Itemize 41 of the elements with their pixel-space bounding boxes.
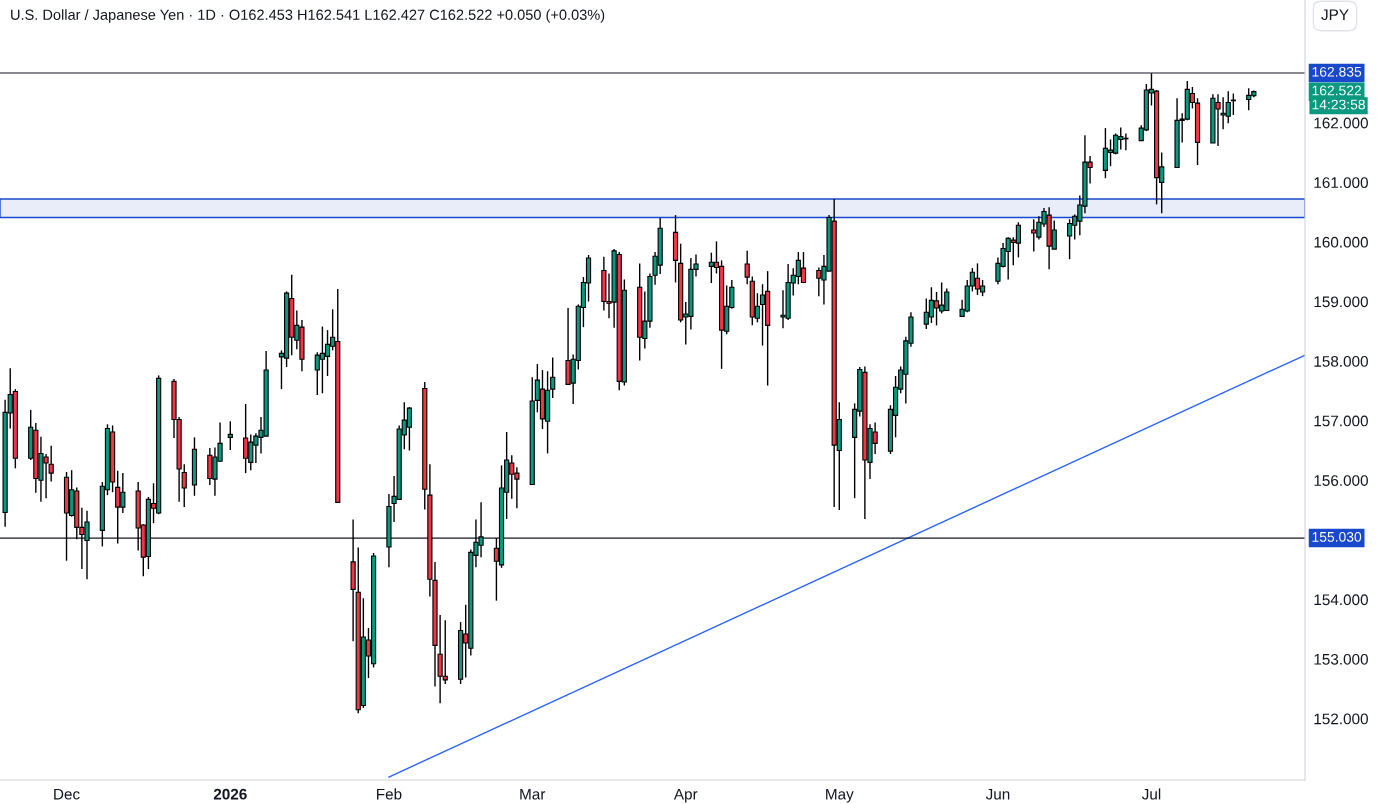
y-tick-label: 159.000 — [1314, 296, 1368, 308]
y-tick-label: 158.000 — [1314, 355, 1368, 367]
x-tick-label: 2026 — [213, 788, 247, 800]
text: 162.522 — [1312, 85, 1362, 96]
candlestick — [928, 286, 935, 324]
y-tick-label: 153.000 — [1314, 653, 1368, 665]
candlestick — [1066, 218, 1073, 260]
candlestick — [800, 251, 807, 284]
y-tick-label: 162.000 — [1314, 117, 1368, 129]
ref-line-label: 162.835 — [1312, 66, 1362, 77]
candlestick — [759, 283, 766, 347]
candlestick — [933, 291, 940, 327]
candlestick — [1015, 221, 1022, 259]
x-tick-label: May — [826, 788, 854, 803]
candlestick — [744, 250, 750, 285]
candlestick — [319, 325, 326, 394]
candlestick — [1102, 127, 1109, 179]
x-tick-label: Apr — [673, 788, 698, 803]
text: U.S. Dollar / Japanese Yen · 1D · O162.453 H162.541 L162.427 C162.522 +0.050 (+0.03%) — [11, 9, 605, 23]
y-tick-label: 152.000 — [1314, 713, 1368, 725]
candlestick — [550, 356, 556, 399]
candlestick — [181, 463, 187, 508]
candlestick — [324, 329, 331, 377]
x-tick-label: Dec — [54, 788, 80, 800]
y-tick-label: 157.000 — [1314, 415, 1368, 427]
ref-line-label: 155.030 — [1312, 531, 1362, 542]
candlestick — [406, 406, 413, 452]
candlestick — [243, 403, 249, 474]
y-tick-label: 160.000 — [1314, 236, 1368, 248]
x-tick-label: Feb — [377, 788, 402, 800]
y-tick-label: 156.000 — [1314, 475, 1368, 486]
text: 14:23:58 — [1312, 99, 1365, 110]
y-tick-label: 154.000 — [1314, 594, 1368, 606]
candlestick — [227, 420, 233, 451]
y-tick-label: 161.000 — [1314, 177, 1368, 189]
candlestick — [974, 262, 981, 296]
text: JPY — [1321, 9, 1349, 21]
x-tick-label: Mar — [520, 788, 546, 800]
candlestick — [1230, 92, 1236, 116]
x-tick-label: Jul — [1141, 788, 1161, 800]
x-tick-label: Jun — [985, 788, 1010, 800]
